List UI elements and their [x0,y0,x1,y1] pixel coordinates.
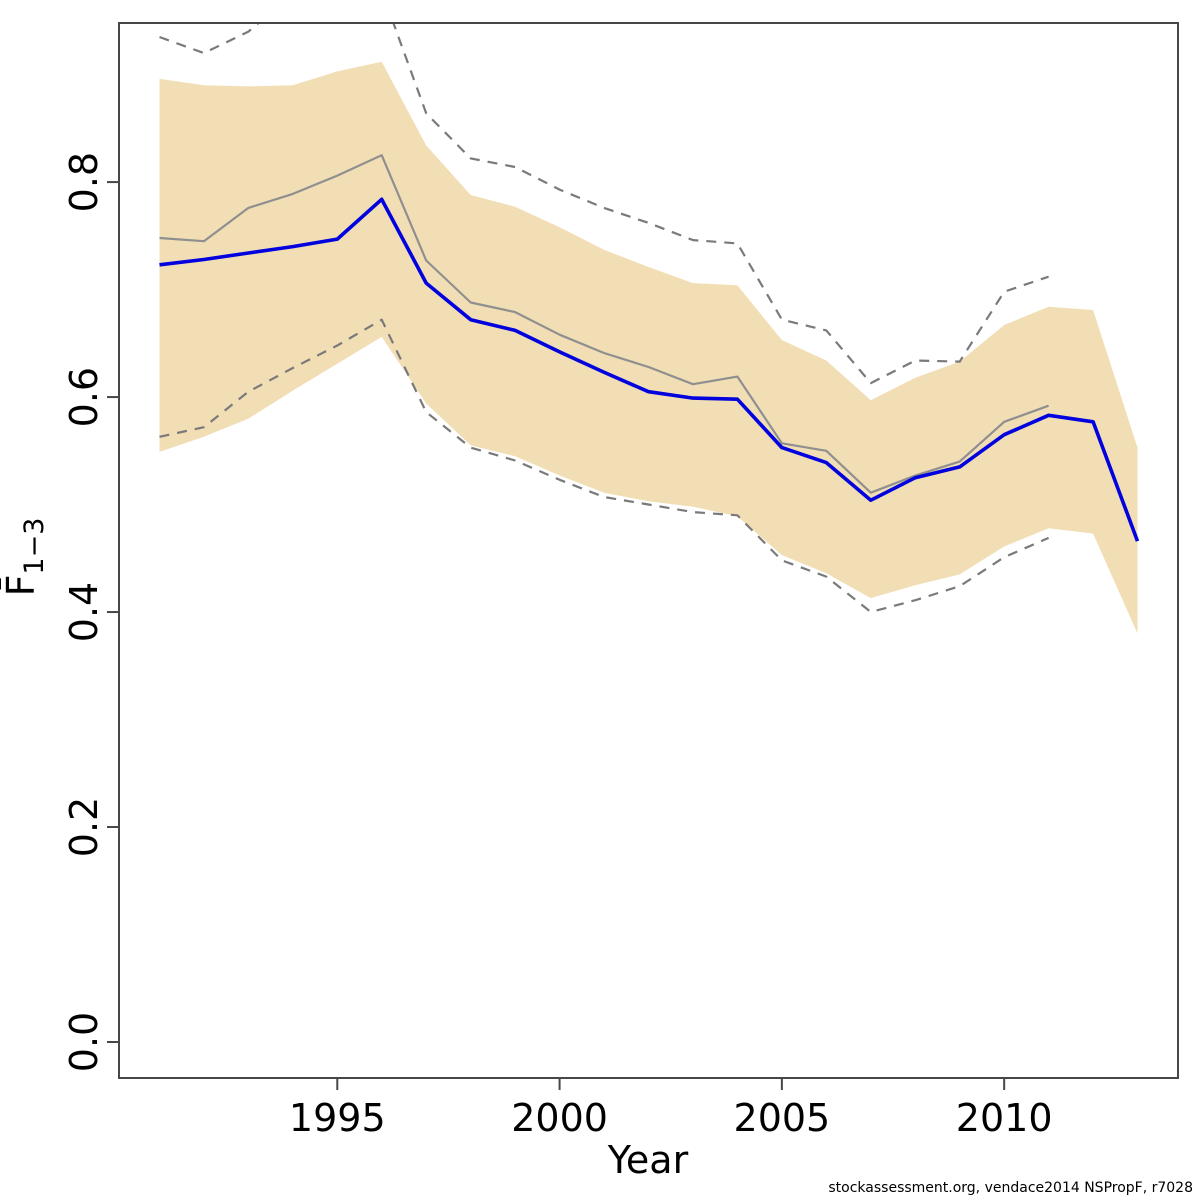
footer-credit: stockassessment.org, vendace2014 NSPropF… [828,1180,1193,1196]
x-axis: 1995 2000 2005 2010 [289,1078,1053,1140]
reference-run-estimate-line [159,154,1049,494]
x-axis-title: Year [607,1138,689,1182]
x-tick-label-2005: 2005 [734,1096,831,1140]
reference-run-ci-upper-line [159,23,1049,385]
y-axis: 0.0 0.2 0.4 0.6 0.8 [62,152,119,1072]
reference-run-ci-lower-line [159,318,1050,614]
y-axis-title-subscript: 1−3 [19,518,50,575]
x-tick-label-1995: 1995 [289,1096,386,1140]
confidence-band-layer [159,61,1138,634]
y-tick-label-0.6: 0.6 [62,367,106,427]
y-tick-label-0.2: 0.2 [62,797,106,857]
y-tick-label-0.8: 0.8 [62,152,106,212]
x-tick-label-2000: 2000 [511,1096,608,1140]
series-layer [159,23,1140,614]
fbar-estimate-line [159,197,1140,542]
y-tick-label-0.0: 0.0 [62,1012,106,1072]
y-axis-title: F̄1−3 [0,518,50,597]
fbar-confidence-band [159,61,1138,634]
y-axis-title-main: F̄ [0,575,43,597]
plot-frame [118,22,1179,1079]
y-tick-label-0.4: 0.4 [62,582,106,642]
x-tick-label-2010: 2010 [956,1096,1053,1140]
